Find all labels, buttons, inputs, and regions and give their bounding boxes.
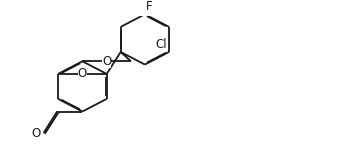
Text: O: O [31, 127, 40, 140]
Text: F: F [146, 0, 152, 13]
Text: O: O [102, 55, 111, 68]
Text: Cl: Cl [155, 38, 167, 51]
Text: O: O [78, 67, 87, 80]
